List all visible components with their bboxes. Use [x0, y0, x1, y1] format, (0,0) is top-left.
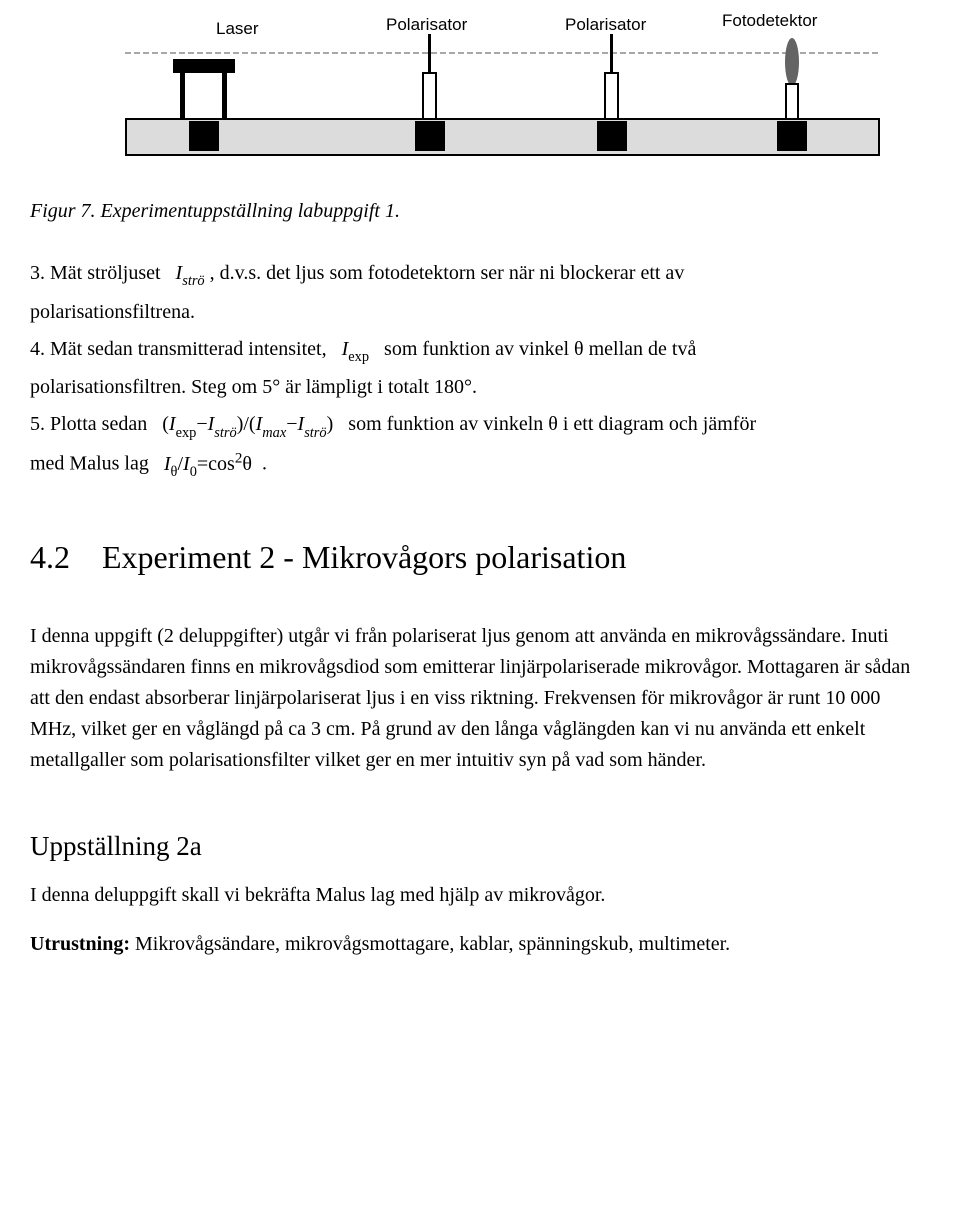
step-5-expr: (Iexp−Iströ)/(Imax−Iströ) [162, 413, 333, 435]
figure-caption: Figur 7. Experimentuppställning labuppgi… [30, 200, 930, 223]
label-polarisator-2: Polarisator [565, 15, 646, 35]
laser-leg-right [222, 71, 227, 119]
experiment-setup-diagram: Laser Polarisator Polarisator Fotodetekt… [30, 5, 930, 175]
utrustning-body: Mikrovågsändare, mikrovågsmottagare, kab… [130, 933, 730, 955]
mount-polarizer-1 [415, 121, 445, 151]
utrustning-line: Utrustning: Mikrovågsändare, mikrovågsmo… [30, 929, 930, 960]
step-3-sub: strö [182, 273, 204, 289]
diagram-guide-line [125, 51, 880, 55]
uppstallning-2a-body: I denna deluppgift skall vi bekräfta Mal… [30, 880, 930, 911]
uppstallning-2a-heading: Uppställning 2a [30, 831, 930, 862]
detector-stem [785, 83, 799, 120]
polarizer-1-box [422, 72, 437, 120]
step-3-suffix: , d.v.s. det ljus som fotodetektorn ser … [205, 262, 685, 284]
label-fotodetektor: Fotodetektor [722, 11, 817, 31]
step-3-prefix: 3. Mät ströljuset [30, 262, 176, 284]
step-4-suffix: som funktion av vinkel θ mellan de två [369, 338, 696, 360]
step-4-line2: polarisationsfiltren. Steg om 5° är lämp… [30, 369, 930, 406]
section-4-2-body: I denna uppgift (2 deluppgifter) utgår v… [30, 621, 930, 776]
step-5-line2: med Malus lag Iθ/I0=cos2θ . [30, 445, 930, 484]
step-3: 3. Mät ströljuset Iströ , d.v.s. det lju… [30, 255, 930, 294]
section-4-2-heading: 4.2 Experiment 2 - Mikrovågors polarisat… [30, 539, 930, 576]
step-5-line2-suffix: . [252, 453, 267, 475]
polarizer-2-box [604, 72, 619, 120]
detector-bulb [781, 37, 803, 89]
mount-polarizer-2 [597, 121, 627, 151]
step-5-prefix: 5. Plotta sedan [30, 413, 162, 435]
step-4-prefix: 4. Mät sedan transmitterad intensitet, [30, 338, 342, 360]
step-3-line2: polarisationsfiltrena. [30, 294, 930, 331]
mount-laser [189, 121, 219, 151]
label-polarisator-1: Polarisator [386, 15, 467, 35]
step-4-sub: exp [348, 349, 369, 365]
step-5-line2-prefix: med Malus lag [30, 453, 164, 475]
polarizer-2-stem [610, 34, 613, 74]
polarizer-1-stem [428, 34, 431, 74]
laser-leg-left [180, 71, 185, 119]
optical-bench [125, 118, 880, 156]
step-5-suffix: som funktion av vinkeln θ i ett diagram … [333, 413, 756, 435]
utrustning-label: Utrustning: [30, 933, 130, 955]
step-4: 4. Mät sedan transmitterad intensitet, I… [30, 331, 930, 370]
step-5: 5. Plotta sedan (Iexp−Iströ)/(Imax−Iströ… [30, 406, 930, 445]
mount-detector [777, 121, 807, 151]
malus-law: Iθ/I0=cos2θ [164, 453, 252, 475]
label-laser: Laser [216, 19, 259, 39]
